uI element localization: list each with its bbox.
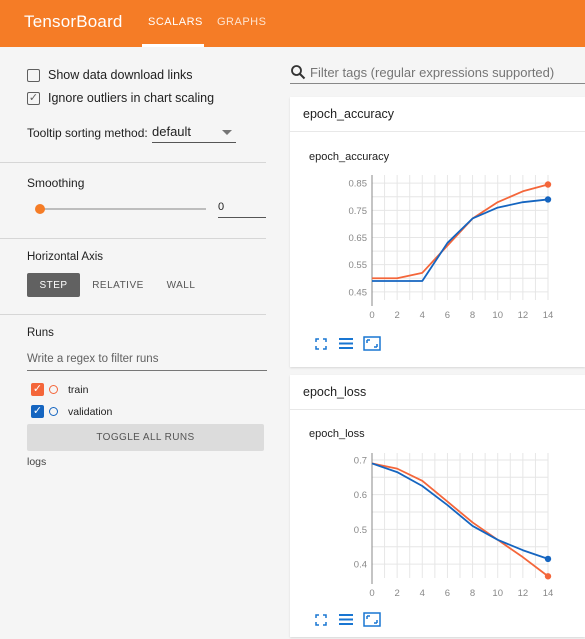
run-label-validation: validation xyxy=(68,405,113,418)
fullscreen-icon[interactable] xyxy=(315,338,327,350)
tab-scalars[interactable]: SCALARS xyxy=(148,16,203,28)
card-header[interactable]: epoch_accuracy xyxy=(290,97,585,132)
ignore-outliers-checkbox[interactable]: ✓ xyxy=(27,91,40,105)
app-title: TensorBoard xyxy=(24,12,123,31)
axis-relative-button[interactable]: RELATIVE xyxy=(92,279,144,291)
sidebar: Show data download links ✓ Ignore outlie… xyxy=(0,47,280,639)
toggle-log-scale-icon[interactable] xyxy=(339,613,353,626)
divider xyxy=(0,314,266,315)
run-checkbox-validation[interactable]: ✓ xyxy=(31,405,44,418)
fit-domain-icon[interactable] xyxy=(363,612,381,627)
chart-grid xyxy=(371,175,549,300)
y-tick-label: 0.4 xyxy=(354,560,367,571)
x-tick-label: 12 xyxy=(518,310,529,321)
smoothing-slider-track[interactable] xyxy=(40,208,206,210)
logdir-label: logs xyxy=(27,456,47,468)
active-tab-indicator xyxy=(142,44,204,47)
ignore-outliers-label: Ignore outliers in chart scaling xyxy=(48,91,215,105)
divider xyxy=(0,162,266,163)
x-tick-label: 6 xyxy=(445,310,450,321)
run-label-train: train xyxy=(68,383,89,396)
y-tick-label: 0.55 xyxy=(349,260,368,271)
loss-chart[interactable]: 0.4 0.5 0.6 0.7 0 2 4 6 8 10 12 14 xyxy=(290,445,585,613)
top-app-bar: TensorBoard SCALARS GRAPHS xyxy=(0,0,585,47)
x-tick-label: 10 xyxy=(492,588,503,599)
x-tick-label: 0 xyxy=(369,588,374,599)
run-color-validation xyxy=(49,407,58,416)
tag-filter-placeholder: Filter tags (regular expressions support… xyxy=(310,64,555,80)
y-tick-label: 0.75 xyxy=(349,206,368,217)
series-endpoint-train xyxy=(544,181,552,188)
runs-label: Runs xyxy=(27,327,54,339)
series-line-validation xyxy=(372,198,549,282)
card-header[interactable]: epoch_loss xyxy=(290,375,585,410)
y-tick-label: 0.85 xyxy=(349,179,368,190)
divider xyxy=(0,238,266,239)
run-row-validation[interactable]: ✓ validation xyxy=(31,405,112,418)
show-download-checkbox[interactable] xyxy=(27,68,40,82)
x-tick-label: 2 xyxy=(394,588,399,599)
show-download-label: Show data download links xyxy=(48,68,193,82)
x-tick-label: 4 xyxy=(420,310,425,321)
accuracy-chart[interactable]: 0.45 0.55 0.65 0.75 0.85 0 2 4 6 8 10 12 14 xyxy=(290,167,585,337)
x-tick-label: 14 xyxy=(543,588,554,599)
search-icon xyxy=(291,65,306,80)
fullscreen-icon[interactable] xyxy=(315,614,327,626)
fit-domain-icon[interactable] xyxy=(363,336,381,351)
tag-filter-input[interactable]: Filter tags (regular expressions support… xyxy=(290,64,585,84)
smoothing-value-input[interactable]: 0 xyxy=(218,201,266,218)
x-tick-label: 14 xyxy=(543,310,554,321)
toggle-log-scale-icon[interactable] xyxy=(339,337,353,350)
series-line-train xyxy=(372,183,549,280)
smoothing-label: Smoothing xyxy=(27,176,85,190)
x-tick-label: 4 xyxy=(420,588,425,599)
series-endpoint-train xyxy=(544,573,552,580)
x-tick-label: 2 xyxy=(394,310,399,321)
tooltip-sort-select[interactable]: default xyxy=(152,124,236,143)
toggle-all-runs-button[interactable]: TOGGLE ALL RUNS xyxy=(27,424,264,451)
show-download-links-row[interactable]: Show data download links xyxy=(27,68,193,82)
tooltip-sort-value: default xyxy=(152,124,192,139)
axis-step-button[interactable]: STEP xyxy=(27,273,80,297)
x-tick-label: 0 xyxy=(369,310,374,321)
y-tick-label: 0.45 xyxy=(349,287,368,298)
series-line-train xyxy=(371,462,549,577)
series-line-validation xyxy=(371,462,549,560)
chart-title: epoch_accuracy xyxy=(309,151,390,163)
card-epoch-accuracy: epoch_accuracy epoch_accuracy 0.45 0.55 0.… xyxy=(290,97,585,367)
run-color-train xyxy=(49,385,58,394)
run-row-train[interactable]: ✓ train xyxy=(31,383,88,396)
tab-graphs[interactable]: GRAPHS xyxy=(217,16,267,28)
y-tick-label: 0.6 xyxy=(354,490,367,501)
smoothing-slider-thumb[interactable] xyxy=(35,204,45,214)
y-tick-label: 0.7 xyxy=(354,455,367,466)
card-epoch-loss: epoch_loss epoch_loss 0.4 0.5 0.6 0.7 0 2 4 6 8 1… xyxy=(290,375,585,637)
y-tick-label: 0.65 xyxy=(349,233,368,244)
x-tick-label: 8 xyxy=(470,588,475,599)
x-tick-label: 8 xyxy=(470,310,475,321)
series-endpoint-validation xyxy=(544,196,552,203)
run-checkbox-train[interactable]: ✓ xyxy=(31,383,44,396)
ignore-outliers-row[interactable]: ✓ Ignore outliers in chart scaling xyxy=(27,91,214,105)
chart-title: epoch_loss xyxy=(309,428,365,440)
horizontal-axis-label: Horizontal Axis xyxy=(27,251,104,263)
tooltip-sort-label: Tooltip sorting method: xyxy=(27,126,148,140)
series-endpoint-validation xyxy=(544,555,552,563)
x-tick-label: 10 xyxy=(492,310,503,321)
runs-filter-input[interactable]: Write a regex to filter runs xyxy=(27,353,267,371)
x-tick-label: 12 xyxy=(518,588,529,599)
y-tick-label: 0.5 xyxy=(354,525,367,536)
x-tick-label: 6 xyxy=(445,588,450,599)
axis-wall-button[interactable]: WALL xyxy=(166,279,196,291)
chevron-down-icon xyxy=(222,130,232,135)
